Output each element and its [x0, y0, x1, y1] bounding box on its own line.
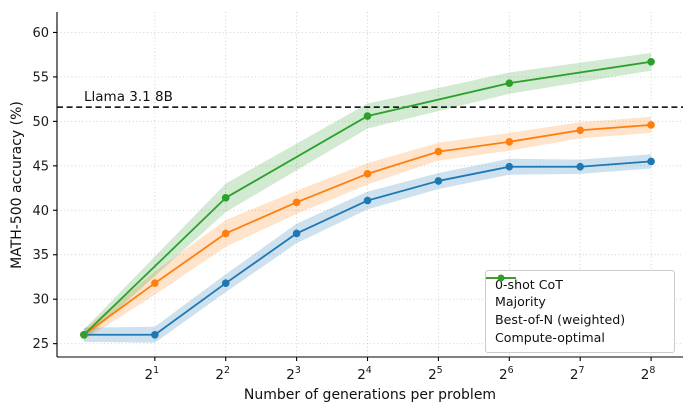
x-tick-label: 22 — [215, 365, 230, 383]
data-point-marker — [363, 112, 372, 120]
x-tick-label: 24 — [357, 365, 372, 383]
legend-label: 0-shot CoT — [495, 276, 563, 292]
legend-label: Compute-optimal — [495, 329, 605, 345]
legend-item-0-shot-cot: 0-shot CoT — [486, 276, 665, 294]
data-point-marker — [647, 157, 655, 166]
confidence-band — [83, 52, 652, 341]
data-point-marker — [505, 162, 514, 171]
y-axis-label: MATH-500 accuracy (%) — [9, 101, 25, 269]
y-tick-label: 50 — [32, 115, 49, 130]
y-tick-label: 30 — [32, 293, 49, 308]
x-tick-label: 21 — [145, 365, 160, 383]
confidence-band — [83, 154, 652, 343]
data-point-marker — [221, 279, 230, 287]
data-point-marker — [647, 121, 655, 129]
data-point-marker — [292, 198, 301, 207]
data-point-marker — [434, 177, 443, 185]
data-point-marker — [576, 162, 585, 171]
y-tick-label: 60 — [32, 26, 49, 41]
y-tick-label: 40 — [32, 204, 49, 219]
data-point-marker — [505, 138, 514, 146]
legend-label: Majority — [495, 294, 546, 310]
legend: 0-shot CoT Majority Best-of-N (weighted) Co… — [485, 270, 675, 353]
data-point-marker — [151, 279, 159, 287]
data-point-marker — [647, 57, 655, 66]
y-tick-label: 35 — [32, 248, 49, 263]
data-point-marker — [363, 196, 372, 205]
data-point-marker — [221, 229, 230, 238]
data-point-marker — [576, 126, 585, 135]
data-point-marker — [434, 147, 443, 156]
x-tick-label: 27 — [570, 365, 585, 383]
legend-item-best-of-n-weighted: Best-of-N (weighted) — [486, 274, 665, 330]
x-tick-label: 26 — [499, 365, 514, 383]
data-point-marker — [151, 330, 159, 339]
data-point-marker — [363, 170, 372, 178]
data-point-marker — [292, 229, 301, 238]
y-tick-label: 25 — [32, 337, 49, 352]
data-point-marker — [221, 194, 230, 202]
data-point-marker — [505, 79, 514, 87]
x-axis-label: Number of generations per problem — [243, 387, 497, 403]
legend-line-marker-icon — [486, 274, 516, 282]
baseline-annotation: Llama 3.1 8B — [84, 89, 173, 105]
x-tick-label: 28 — [641, 365, 656, 383]
x-tick-label: 25 — [428, 365, 443, 383]
y-tick-label: 55 — [32, 70, 49, 85]
legend-item-majority: Majority — [486, 274, 665, 312]
x-tick-label: 23 — [286, 365, 301, 383]
legend-item-compute-optimal: Compute-optimal — [486, 274, 665, 347]
data-point-marker — [80, 330, 88, 339]
y-tick-label: 45 — [32, 159, 49, 174]
legend-label: Best-of-N (weighted) — [495, 312, 626, 328]
